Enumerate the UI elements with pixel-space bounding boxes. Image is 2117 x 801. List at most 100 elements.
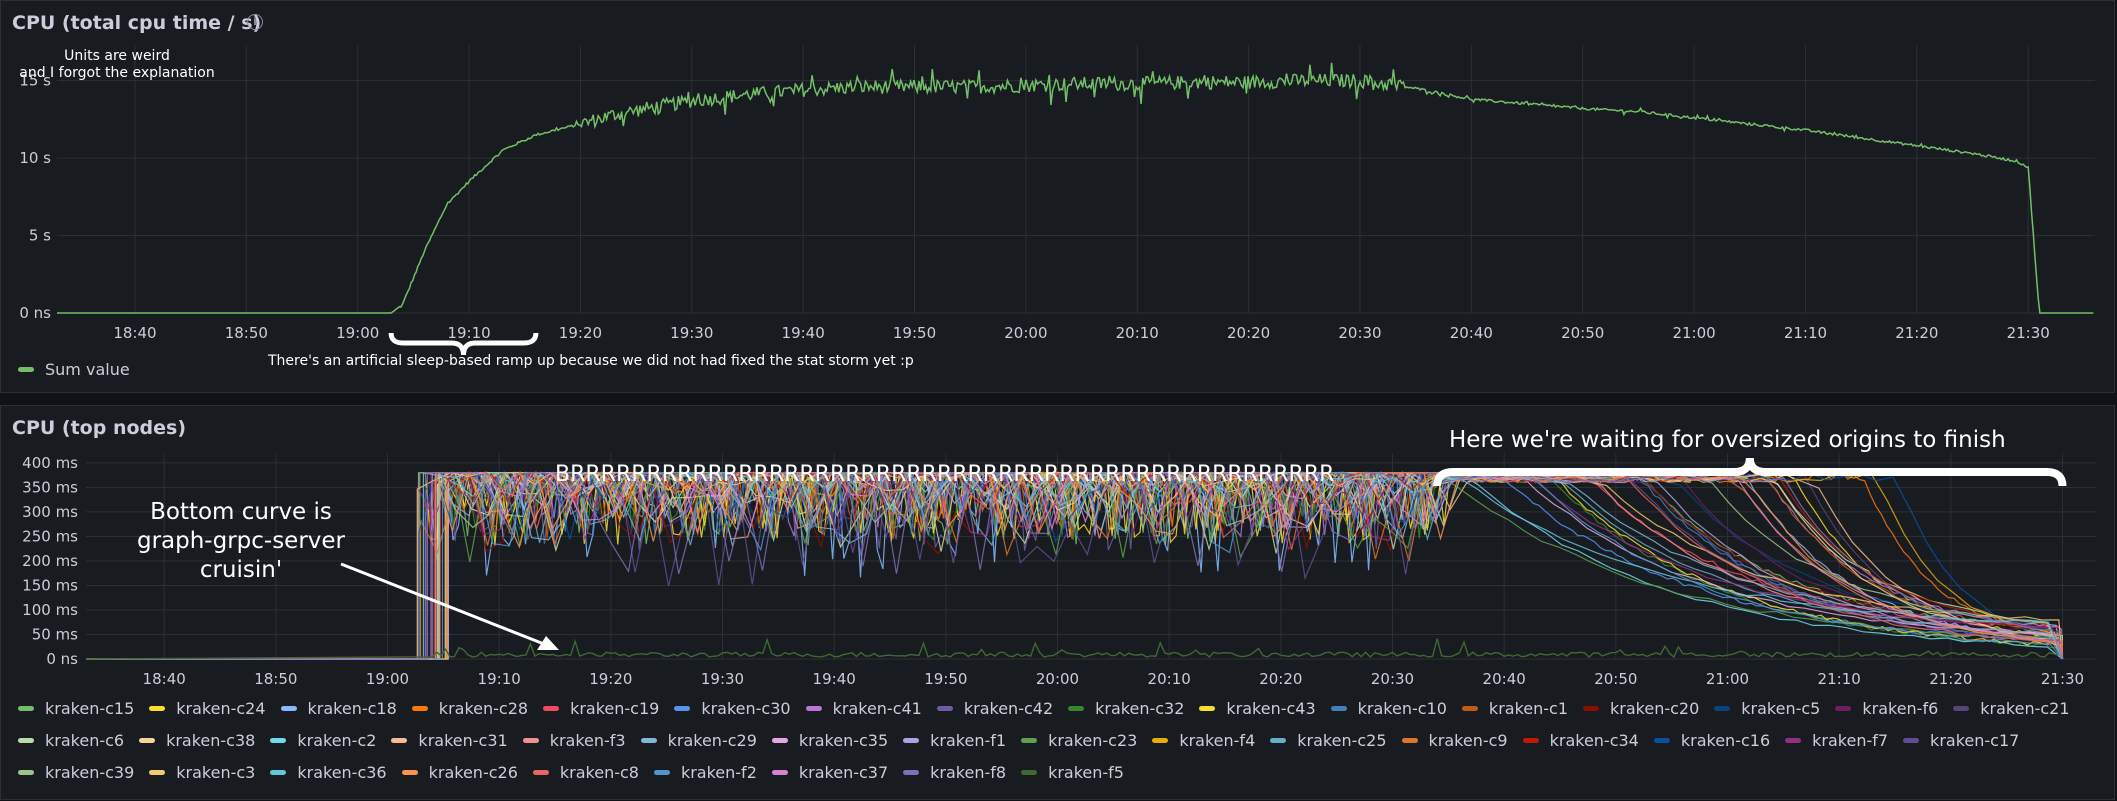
ramp-brace <box>388 332 539 356</box>
x-tick-label: 18:40 <box>113 324 156 342</box>
legend-label: kraken-c2 <box>297 731 377 750</box>
legend-label: kraken-c34 <box>1549 731 1639 750</box>
legend-swatch <box>1903 738 1920 743</box>
legend-item[interactable]: kraken-c36 <box>270 763 387 782</box>
legend-label: kraken-c23 <box>1048 731 1138 750</box>
legend-item[interactable]: kraken-c30 <box>674 699 791 718</box>
legend-item[interactable]: kraken-f3 <box>522 731 626 750</box>
legend-swatch <box>1021 770 1038 775</box>
legend-label: kraken-f8 <box>930 763 1007 782</box>
legend: Sum value <box>18 357 145 379</box>
legend-item[interactable]: kraken-f5 <box>1021 763 1124 782</box>
legend-swatch <box>1152 738 1169 743</box>
legend-item[interactable]: kraken-c42 <box>936 699 1054 718</box>
legend-item[interactable]: kraken-c1 <box>1461 699 1568 718</box>
legend-item[interactable]: kraken-c10 <box>1330 699 1447 718</box>
x-tick-label: 19:50 <box>924 670 967 688</box>
series-line <box>86 470 2064 660</box>
x-tick-label: 18:50 <box>225 324 268 342</box>
legend-label: kraken-c29 <box>667 731 757 750</box>
legend-swatch <box>903 770 920 775</box>
y-tick-label: 10 s <box>19 149 51 167</box>
y-tick-label: 300 ms <box>22 503 78 521</box>
legend-label: kraken-c31 <box>418 731 508 750</box>
legend-item[interactable]: Sum value <box>18 360 130 379</box>
cpu-total-panel: CPU (total cpu time / s) i 0 ns 5 s 10 s 15… <box>0 0 2115 393</box>
waiting-annotation: Here we're waiting for oversized origins… <box>1449 427 2006 453</box>
legend-item[interactable]: kraken-c17 <box>1903 731 2019 750</box>
legend-item[interactable]: kraken-f7 <box>1785 731 1888 750</box>
panel-title[interactable]: CPU (top nodes) <box>12 417 187 439</box>
legend-item[interactable]: kraken-c19 <box>543 699 659 718</box>
legend-item[interactable]: kraken-c15 <box>18 699 134 718</box>
x-tick-label: 20:30 <box>1338 324 1381 342</box>
y-tick-label: 5 s <box>29 227 51 245</box>
legend-item[interactable]: kraken-c31 <box>391 731 508 750</box>
legend-item[interactable]: kraken-c38 <box>139 731 255 750</box>
legend-item[interactable]: kraken-c9 <box>1401 731 1508 750</box>
legend-item[interactable]: kraken-f2 <box>653 763 757 782</box>
info-icon[interactable]: i <box>247 14 263 30</box>
legend-item[interactable]: kraken-c35 <box>771 731 889 750</box>
cpu-top-nodes-panel: CPU (top nodes) 0 ns 50 ms 100 ms 150 ms 200… <box>0 405 2115 800</box>
legend-item[interactable]: kraken-c16 <box>1653 731 1770 750</box>
legend-label: kraken-f2 <box>680 763 757 782</box>
legend-swatch <box>1953 706 1970 711</box>
legend-item[interactable]: kraken-c37 <box>771 763 888 782</box>
x-tick-label: 20:20 <box>1259 670 1302 688</box>
legend-item[interactable]: kraken-c39 <box>18 763 134 782</box>
legend-row: kraken-c6 kraken-c38 kraken-c2 kraken-c31 kr… <box>18 728 2034 750</box>
legend-item[interactable]: kraken-c32 <box>1068 699 1184 718</box>
legend-item[interactable]: kraken-c8 <box>532 763 639 782</box>
legend-item[interactable]: kraken-f1 <box>903 731 1006 750</box>
series-line <box>86 470 2063 660</box>
legend-item[interactable]: kraken-c18 <box>280 699 397 718</box>
x-tick-label: 21:10 <box>1784 324 1827 342</box>
legend-item[interactable]: kraken-c28 <box>411 699 528 718</box>
y-tick-label: 50 ms <box>32 625 78 643</box>
legend-item[interactable]: kraken-c25 <box>1270 731 1387 750</box>
x-tick-label: 21:30 <box>2007 324 2050 342</box>
legend-item[interactable]: kraken-c21 <box>1953 699 2070 718</box>
legend-label: kraken-c30 <box>701 699 791 718</box>
cpu-top-nodes-chart[interactable]: 0 ns 50 ms 100 ms 150 ms 200 ms 250 ms 300 ms 3… <box>1 406 2116 801</box>
legend-label: Sum value <box>45 360 130 379</box>
legend-item[interactable]: kraken-c5 <box>1714 699 1820 718</box>
legend-label: kraken-c19 <box>570 699 660 718</box>
legend-swatch <box>1330 706 1347 711</box>
legend-item[interactable]: kraken-c43 <box>1199 699 1316 718</box>
legend-label: kraken-f4 <box>1179 731 1256 750</box>
y-tick-label: 150 ms <box>22 576 78 594</box>
brrr-annotation: BRRRRRRRRRRRRRRRRRRRRRRRRRRRRRRRRRRRRRRR… <box>555 462 1335 487</box>
legend-item[interactable]: kraken-c24 <box>149 699 266 718</box>
legend-swatch <box>1199 706 1216 711</box>
legend-item[interactable]: kraken-c26 <box>401 763 518 782</box>
legend-label: kraken-c26 <box>428 763 518 782</box>
legend-item[interactable]: kraken-c2 <box>270 731 376 750</box>
legend-item[interactable]: kraken-c6 <box>18 731 124 750</box>
panel-title[interactable]: CPU (total cpu time / s) <box>12 12 262 34</box>
legend-label: kraken-c3 <box>176 763 256 782</box>
x-tick-label: 19:20 <box>589 670 632 688</box>
legend-label: kraken-c1 <box>1488 699 1568 718</box>
legend-label: kraken-c20 <box>1610 699 1700 718</box>
legend-item[interactable]: kraken-f8 <box>903 763 1006 782</box>
legend-item[interactable]: kraken-c34 <box>1522 731 1639 750</box>
legend-label: kraken-c8 <box>559 763 639 782</box>
legend-item[interactable]: kraken-c20 <box>1583 699 1699 718</box>
legend-item[interactable]: kraken-c23 <box>1021 731 1137 750</box>
legend-item[interactable]: kraken-f6 <box>1835 699 1938 718</box>
legend-label: kraken-c42 <box>963 699 1054 718</box>
legend-item[interactable]: kraken-f4 <box>1152 731 1255 750</box>
legend-item[interactable]: kraken-c29 <box>640 731 757 750</box>
legend-label: kraken-c35 <box>798 731 889 750</box>
legend-item[interactable]: kraken-c41 <box>805 699 922 718</box>
x-tick-label: 21:20 <box>1929 670 1972 688</box>
x-tick-label: 21:00 <box>1672 324 1715 342</box>
cpu-total-chart[interactable]: 0 ns 5 s 10 s 15 s 18:40 18:50 19:00 19:10 19:20… <box>1 1 2116 394</box>
legend-item[interactable]: kraken-c3 <box>149 763 255 782</box>
legend-swatch <box>401 770 418 775</box>
x-tick-label: 21:00 <box>1706 670 1749 688</box>
y-tick-label: 200 ms <box>22 552 78 570</box>
series-line <box>86 470 2064 660</box>
